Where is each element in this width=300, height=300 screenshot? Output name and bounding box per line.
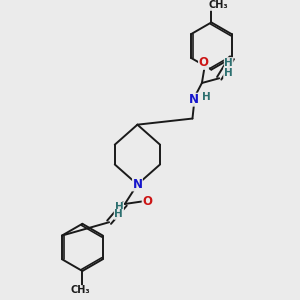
Text: H: H	[224, 58, 233, 68]
Text: O: O	[199, 56, 208, 69]
Text: N: N	[189, 93, 199, 106]
Text: H: H	[114, 209, 123, 219]
Text: N: N	[132, 178, 142, 191]
Text: H: H	[115, 202, 124, 212]
Text: CH₃: CH₃	[71, 286, 91, 296]
Text: O: O	[142, 195, 152, 208]
Text: H: H	[202, 92, 210, 102]
Text: H: H	[224, 68, 232, 78]
Text: CH₃: CH₃	[208, 0, 228, 11]
